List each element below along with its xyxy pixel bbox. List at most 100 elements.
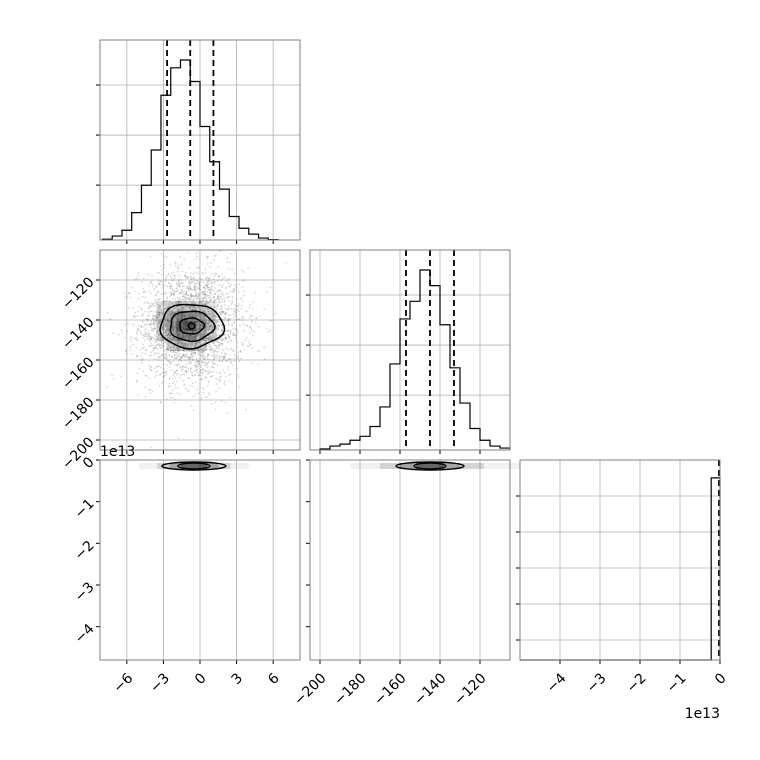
scatter-point [212, 301, 215, 304]
scatter-point [178, 292, 181, 295]
scatter-point [189, 356, 192, 359]
scatter-point [208, 325, 210, 328]
scatter-point [184, 356, 187, 358]
scatter-point [199, 324, 201, 327]
scatter-point [172, 322, 174, 325]
scatter-point [180, 343, 182, 346]
scatter-point [206, 294, 209, 297]
scatter-point [200, 333, 202, 336]
scatter-point [187, 338, 190, 341]
scatter-point [194, 283, 197, 285]
scatter-point [142, 314, 144, 317]
density-cell [166, 311, 177, 321]
scatter-p0-p2-yticklabel-1: −3 [72, 579, 98, 605]
scatter-point [231, 348, 233, 350]
scatter-point [145, 349, 147, 352]
scatter-point [128, 292, 131, 295]
scatter-point [206, 370, 208, 373]
scatter-point [211, 361, 214, 363]
band-layer-2 [169, 463, 219, 469]
scatter-point [177, 280, 180, 283]
scatter-point [227, 340, 229, 343]
scatter-point [205, 297, 207, 299]
scatter-point [167, 273, 169, 276]
scatter-point [147, 273, 149, 276]
scatter-point [172, 382, 174, 385]
scatter-point [202, 272, 204, 275]
scatter-point [146, 319, 149, 322]
scatter-point [173, 370, 176, 373]
scatter-point [178, 341, 181, 344]
scatter-point [230, 308, 233, 310]
scatter-point [181, 344, 184, 347]
scatter-point [171, 322, 174, 324]
scatter-point [204, 327, 207, 330]
scatter-point [207, 320, 210, 322]
scatter-point [232, 334, 234, 337]
scatter-point [230, 331, 232, 334]
scatter-point [191, 343, 194, 346]
scatter-point [251, 320, 253, 323]
scatter-point [179, 291, 182, 294]
scatter-point [154, 316, 157, 319]
scatter-point [228, 379, 230, 382]
scatter-point [171, 292, 173, 294]
scatter-point [181, 282, 184, 285]
scatter-point [205, 293, 208, 296]
scatter-point [185, 293, 187, 295]
scatter-point [168, 336, 171, 339]
scatter-point [169, 392, 172, 395]
scatter-point [146, 324, 149, 326]
scatter-point [216, 334, 218, 336]
scatter-point [203, 293, 206, 296]
scatter-point [174, 316, 177, 319]
scatter-point [184, 344, 187, 347]
scatter-point [150, 446, 152, 449]
scatter-point [210, 272, 213, 275]
scatter-point [189, 363, 191, 365]
scatter-point [248, 340, 250, 343]
scatter-point [171, 287, 173, 290]
scatter-point [177, 266, 179, 269]
scatter-point [210, 281, 213, 283]
scatter-point [213, 306, 216, 308]
scatter-point [195, 309, 197, 311]
scatter-point [194, 271, 196, 274]
scatter-point [241, 286, 244, 288]
scatter-point [269, 329, 271, 331]
scatter-point [179, 367, 182, 369]
scatter-point [213, 335, 216, 338]
density-cell [166, 301, 177, 311]
scatter-point [176, 339, 179, 341]
scatter-point [160, 280, 162, 282]
scatter-point [160, 253, 163, 255]
scatter-point [164, 302, 167, 305]
scatter-point [136, 354, 139, 357]
scatter-point [171, 311, 173, 314]
scatter-point [194, 315, 196, 317]
scatter-point [178, 279, 180, 281]
scatter-point [207, 302, 209, 304]
scatter-point [191, 374, 193, 377]
scatter-point [162, 301, 165, 303]
scatter-point [226, 257, 229, 260]
scatter-point [227, 318, 229, 321]
scatter-point [155, 319, 157, 322]
scatter-point [140, 325, 143, 328]
scatter-point [224, 336, 227, 339]
scatter-point [155, 302, 157, 304]
scatter-point [183, 349, 185, 351]
scatter-point [188, 314, 191, 317]
scatter-point [187, 356, 189, 359]
scatter-point [143, 326, 145, 328]
scatter-point [208, 289, 211, 292]
scatter-point [188, 338, 191, 341]
scatter-point [165, 275, 168, 277]
scatter-point [211, 336, 213, 339]
scatter-point [185, 293, 187, 296]
scatter-point [202, 369, 204, 371]
scatter-point [257, 363, 259, 366]
scatter-point [121, 331, 124, 334]
scatter-point [248, 331, 251, 334]
scatter-point [200, 324, 202, 326]
